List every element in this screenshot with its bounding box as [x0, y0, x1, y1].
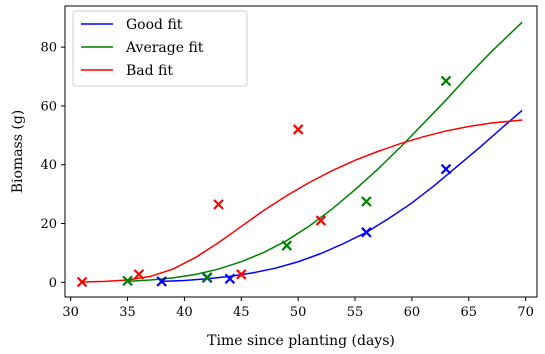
- x-tick-label: 65: [460, 305, 477, 320]
- y-tick-label: 80: [40, 41, 57, 56]
- legend-label: Good fit: [126, 17, 183, 33]
- legend: Good fit Average fit Bad fit: [72, 10, 248, 87]
- curve-good-fit: [161, 109, 523, 283]
- y-tick-label: 20: [40, 217, 57, 232]
- point-good-fit: [440, 163, 452, 175]
- point-good-fit: [224, 273, 236, 285]
- x-tick-label: 60: [404, 305, 421, 320]
- y-tick-label: 40: [40, 158, 57, 173]
- y-tick-label: 0: [49, 276, 57, 291]
- curve-average-fit: [127, 21, 523, 283]
- point-bad-fit: [315, 215, 327, 226]
- curve-bad-fit: [82, 119, 523, 283]
- legend-box: [72, 10, 248, 87]
- legend-item-good-fit: Good fit: [81, 17, 183, 33]
- point-bad-fit: [76, 276, 88, 288]
- x-tick-label: 45: [233, 305, 250, 320]
- point-bad-fit: [236, 269, 247, 280]
- x-tick-label: 70: [517, 305, 534, 320]
- data-points: [76, 75, 452, 288]
- fit-curves: [82, 21, 523, 283]
- x-tick-label: 50: [290, 305, 307, 320]
- legend-label: Average fit: [125, 40, 204, 56]
- y-tick-label: 60: [40, 99, 57, 114]
- plot-frame: [64, 5, 538, 298]
- point-bad-fit: [133, 269, 145, 280]
- y-axis-label: Biomass (g): [10, 110, 26, 194]
- point-average-fit: [361, 196, 372, 207]
- point-good-fit: [156, 276, 167, 287]
- x-axis-ticks: 30 35 40 45 50 55 60 65 70: [62, 297, 534, 320]
- point-average-fit: [122, 275, 133, 287]
- legend-item-average-fit: Average fit: [81, 40, 204, 56]
- x-tick-label: 35: [119, 305, 136, 320]
- point-average-fit: [281, 240, 293, 251]
- point-bad-fit: [213, 199, 224, 210]
- legend-item-bad-fit: Bad fit: [81, 63, 173, 79]
- y-axis-ticks: 0 20 40 60 80: [40, 41, 65, 291]
- point-average-fit: [201, 272, 213, 283]
- x-tick-label: 40: [176, 305, 193, 320]
- point-good-fit: [361, 227, 372, 238]
- point-bad-fit: [292, 124, 304, 135]
- x-axis-label: Time since planting (days): [207, 333, 395, 349]
- x-tick-label: 55: [347, 305, 364, 320]
- legend-label: Bad fit: [126, 63, 173, 79]
- x-tick-label: 30: [62, 305, 79, 320]
- point-average-fit: [440, 75, 452, 87]
